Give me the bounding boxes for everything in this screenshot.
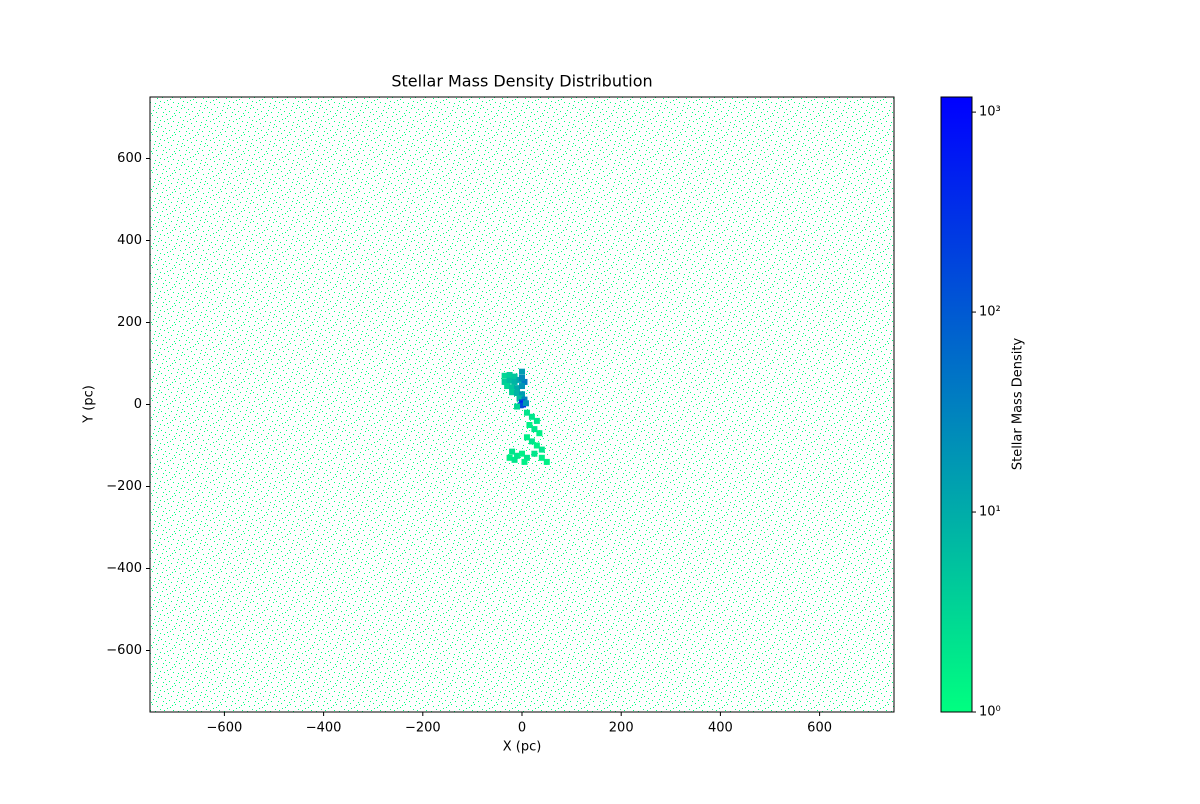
density-cell [509, 384, 516, 391]
density-cell [538, 446, 545, 453]
y-axis-label: Y (pc) [82, 385, 97, 424]
colorbar-tick-label: 10⁰ [979, 705, 1001, 720]
density-cell [521, 378, 528, 385]
density-cell [523, 454, 530, 461]
density-cell [519, 391, 525, 398]
density-cell [531, 450, 538, 457]
y-tick-label: 200 [117, 315, 142, 330]
y-tick-label: −600 [106, 643, 142, 658]
y-tick-label: 600 [117, 151, 142, 166]
density-cell [528, 413, 535, 420]
density-cell [519, 450, 525, 457]
density-cell [506, 377, 513, 384]
density-cell [514, 385, 521, 392]
colorbar-label: Stellar Mass Density [1011, 338, 1026, 471]
y-tick-label: −200 [106, 479, 142, 494]
y-tick-label: −400 [106, 561, 142, 576]
density-cell [536, 430, 543, 437]
density-cell [519, 374, 525, 381]
x-axis-label: X (pc) [503, 740, 542, 755]
density-cell [511, 373, 518, 380]
density-cell [531, 426, 538, 433]
density-cell [526, 422, 533, 428]
density-cell [519, 368, 525, 375]
density-cell [519, 383, 525, 390]
colorbar-tick-label: 10¹ [979, 505, 1001, 520]
density-cell [514, 390, 521, 397]
x-tick-label: 200 [609, 721, 634, 736]
density-cell [517, 402, 524, 409]
density-cell [543, 458, 550, 465]
density-cell [533, 417, 540, 424]
density-cell [509, 389, 516, 396]
density-cell [501, 372, 508, 379]
density-cell [506, 371, 513, 378]
density-cell [523, 409, 530, 416]
x-tick-label: 600 [807, 721, 832, 736]
x-tick-label: 0 [518, 721, 526, 736]
density-cell [523, 434, 530, 441]
chart-title: Stellar Mass Density Distribution [391, 72, 652, 91]
x-tick-label: −200 [405, 721, 441, 736]
colorbar-tick-label: 10³ [979, 105, 1001, 120]
x-tick-label: 400 [708, 721, 733, 736]
density-cell [533, 442, 540, 449]
density-cell [514, 452, 521, 459]
density-cell [514, 403, 521, 410]
colorbar-tick-label: 10² [979, 305, 1001, 320]
density-cell [511, 378, 518, 385]
density-cell [522, 400, 529, 407]
density-cell [511, 456, 518, 463]
density-cell [501, 378, 508, 385]
density-cell [516, 395, 523, 402]
x-tick-label: −400 [306, 721, 342, 736]
y-tick-label: 0 [134, 397, 142, 412]
y-tick-label: 400 [117, 233, 142, 248]
density-cell [521, 458, 528, 465]
colorbar [940, 96, 973, 713]
x-tick-label: −600 [207, 721, 243, 736]
density-cell [538, 454, 545, 461]
density-cell [506, 454, 513, 461]
density-cell [528, 438, 535, 445]
density-cell [509, 448, 516, 455]
density-cell [504, 383, 511, 390]
